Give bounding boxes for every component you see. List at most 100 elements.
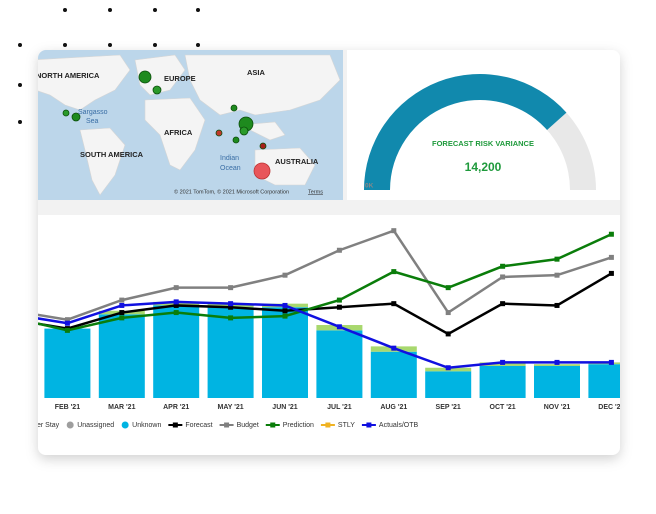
legend-label: Unassigned — [77, 422, 114, 429]
line-marker — [608, 254, 614, 260]
map-label: Ocean — [220, 165, 241, 172]
map-bubble — [62, 70, 271, 180]
x-tick-label: OCT '21 — [490, 404, 516, 411]
line-marker — [11, 315, 16, 320]
x-tick-label: MAR '21 — [108, 404, 135, 411]
bar — [370, 351, 417, 398]
line-marker — [282, 308, 288, 314]
line-marker — [64, 320, 70, 326]
map-label: Sargasso — [78, 109, 108, 116]
line-marker — [336, 247, 342, 253]
line-marker — [11, 317, 16, 322]
line-marker — [64, 317, 70, 323]
map-label: Sea — [86, 118, 99, 125]
line — [38, 229, 612, 321]
line-marker — [228, 301, 234, 307]
legend-marker — [27, 422, 34, 429]
legend-label: STLY — [338, 422, 355, 429]
line — [38, 233, 612, 332]
map-label: EUROPE — [164, 74, 196, 83]
bar — [44, 328, 91, 398]
x-tick-label: NOV '21 — [544, 404, 571, 411]
map-label: SOUTH AMERICA — [80, 150, 144, 159]
line-marker — [282, 272, 288, 278]
bar — [207, 307, 254, 398]
line-marker — [608, 359, 614, 365]
legend-label: er Stay — [37, 422, 60, 429]
line-marker — [282, 313, 288, 319]
line-marker — [445, 310, 451, 316]
legend-marker — [172, 422, 178, 428]
gauge-value: 14,200 — [465, 160, 502, 174]
line-marker — [391, 301, 397, 307]
line-marker — [445, 365, 451, 371]
line-marker — [336, 324, 342, 330]
x-tick-label: SEP '21 — [436, 404, 461, 411]
line-marker — [500, 263, 506, 269]
line-marker — [228, 315, 234, 321]
map-label: ASIA — [247, 68, 266, 77]
line — [38, 300, 612, 370]
line-marker — [391, 269, 397, 275]
legend-label: Budget — [237, 422, 259, 429]
legend-label: Prediction — [283, 422, 314, 429]
line-marker — [228, 304, 234, 310]
line-marker — [445, 331, 451, 337]
x-tick-label: JUN '21 — [272, 404, 298, 411]
bar — [153, 305, 200, 398]
line-marker — [554, 256, 560, 262]
line-marker — [173, 310, 179, 316]
line-marker — [173, 299, 179, 305]
bar — [479, 365, 526, 398]
bar — [98, 314, 145, 398]
line-marker — [500, 301, 506, 307]
decor-dots — [18, 8, 200, 124]
legend-marker — [121, 421, 129, 429]
line-marker — [391, 228, 397, 234]
legend-label: Forecast — [185, 422, 212, 429]
map-label: AUSTRALIA — [275, 157, 319, 166]
gauge-min-label: 0K — [365, 183, 374, 190]
line-marker — [608, 231, 614, 237]
x-tick-label: FEB '21 — [55, 404, 81, 411]
gauge-title: FORECAST RISK VARIANCE — [432, 139, 534, 148]
legend-marker — [366, 422, 372, 428]
x-tick-label: MAY '21 — [218, 404, 244, 411]
map-attribution: © 2021 TomTom, © 2021 Microsoft Corporat… — [174, 188, 289, 195]
legend-marker — [66, 421, 74, 429]
line-marker — [119, 297, 125, 303]
map: NORTH AMERICA EUROPE ASIA Sargasso Sea A… — [38, 50, 343, 200]
x-tick-label: JUL '21 — [327, 404, 352, 411]
map-label: AFRICA — [164, 128, 193, 137]
bar — [534, 364, 580, 366]
bar — [262, 307, 308, 398]
line-marker — [119, 310, 125, 316]
line-marker — [228, 285, 234, 291]
x-tick-label: APR '21 — [163, 404, 189, 411]
line-marker — [173, 302, 179, 308]
line-marker — [445, 285, 451, 291]
x-tick-label: DEC '21 — [598, 404, 624, 411]
line-marker — [119, 302, 125, 308]
bar — [425, 371, 472, 398]
map-terms[interactable]: Terms — [308, 189, 323, 195]
x-tick-label: AUG '21 — [380, 404, 407, 411]
bar — [588, 364, 620, 398]
line-marker — [173, 285, 179, 291]
legend-label: Unknown — [132, 422, 161, 429]
bar — [316, 330, 363, 398]
line-marker — [64, 327, 70, 333]
line-marker — [500, 359, 506, 365]
line-marker — [554, 272, 560, 278]
line-marker — [391, 345, 397, 351]
map-label: Indian — [220, 155, 239, 162]
line-marker — [282, 302, 288, 308]
legend-label: Actuals/OTB — [379, 422, 419, 429]
line-marker — [554, 302, 560, 308]
legend-marker — [325, 422, 331, 428]
line-marker — [11, 308, 16, 313]
line-marker — [119, 315, 125, 321]
line-marker — [500, 274, 506, 280]
